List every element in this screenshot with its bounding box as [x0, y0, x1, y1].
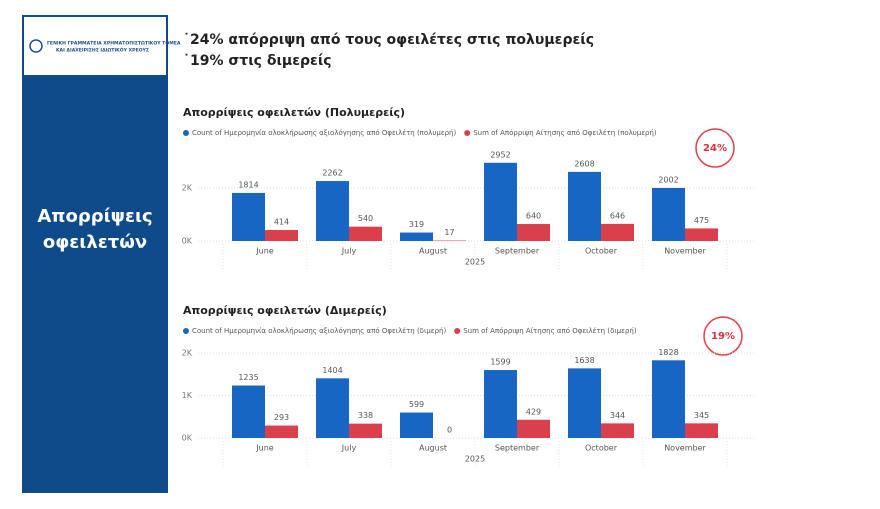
bar [517, 419, 550, 438]
logo-line: ΚΑΙ ΔΙΑΧΕΙΡΙΣΗΣ ΙΔΙΩΤΙΚΟΥ ΧΡΕΟΥΣ [56, 48, 149, 54]
value-label: 640 [526, 212, 541, 221]
bar [568, 171, 601, 241]
bar [232, 385, 265, 438]
value-label: 17 [444, 228, 454, 237]
bar [232, 192, 265, 241]
bar [400, 412, 433, 438]
sidebar-title: Απορρίψεις [37, 206, 152, 227]
legend-label: Count of Ημερομηνία ολοκλήρωσης αξιολόγη… [192, 129, 456, 137]
badge [703, 316, 743, 356]
x-tick-label: June [255, 247, 274, 256]
bar [685, 228, 718, 241]
logo-line: ΓΕΝΙΚΗ ΓΡΑΜΜΑΤΕΙΑ ΧΡΗΜΑΤΟΠΙΣΤΩΤΙΚΟΥ ΤΟΜΕ… [47, 41, 181, 47]
bar [652, 187, 685, 241]
y-tick-label: 0K [182, 237, 193, 246]
value-label: 2002 [658, 175, 678, 184]
x-axis-label: 2025 [465, 258, 485, 267]
x-tick-label: October [585, 444, 618, 453]
bar [685, 423, 718, 438]
value-label: 0 [447, 426, 452, 435]
value-label: 599 [409, 400, 424, 409]
summary-bullet: ˙24% απόρριψη από τους οφειλέτες στις πο… [183, 32, 594, 48]
badge-label: 19% [711, 331, 735, 342]
legend-dot [183, 328, 189, 334]
badge [695, 128, 735, 168]
legend-label: Sum of Απόρριψη Αίτησης από Οφειλέτη (δι… [463, 327, 637, 335]
bar [652, 360, 685, 438]
bar [517, 224, 550, 241]
legend-dot [464, 130, 471, 136]
x-tick-label: September [495, 247, 540, 256]
y-tick-label: 2K [182, 349, 193, 358]
logo-emblem [29, 39, 43, 53]
bar [316, 181, 349, 241]
x-tick-label: November [664, 444, 706, 453]
value-label: 1599 [490, 358, 510, 367]
x-tick-label: November [664, 247, 706, 256]
value-label: 1404 [322, 366, 342, 375]
x-tick-label: August [419, 247, 447, 256]
x-tick-label: August [419, 444, 447, 453]
x-tick-label: September [495, 444, 540, 453]
value-label: 319 [409, 220, 424, 229]
value-label: 2608 [574, 159, 594, 168]
value-label: 1638 [574, 356, 594, 365]
y-tick-label: 2K [182, 184, 193, 193]
bar [265, 230, 298, 241]
y-tick-label: 1K [182, 391, 193, 400]
sidebar-title: οφειλετών [43, 232, 147, 253]
sidebar [22, 15, 168, 493]
bar [484, 370, 517, 438]
value-label: 1828 [658, 348, 678, 357]
y-tick-label: 0K [182, 434, 193, 443]
bar [400, 232, 433, 241]
bar [349, 226, 382, 241]
value-label: 1814 [238, 180, 258, 189]
chart-title: Απορρίψεις οφειλετών (Διμερείς) [183, 304, 387, 317]
bar [601, 423, 634, 438]
bar [601, 223, 634, 241]
value-label: 414 [274, 218, 289, 227]
bar [349, 423, 382, 438]
legend-label: Sum of Απόρριψη Αίτησης από Οφειλέτη (πο… [473, 129, 657, 137]
value-label: 475 [694, 216, 709, 225]
value-label: 344 [610, 411, 625, 420]
value-label: 2952 [490, 150, 510, 159]
legend-dot [183, 130, 189, 136]
value-label: 429 [526, 407, 541, 416]
logo-box [24, 17, 166, 75]
bar [568, 368, 601, 438]
bar [316, 378, 349, 438]
bar [484, 162, 517, 241]
chart-title: Απορρίψεις οφειλετών (Πολυμερείς) [183, 106, 405, 119]
value-label: 540 [358, 214, 373, 223]
x-axis-label: 2025 [465, 455, 485, 464]
value-label: 1235 [238, 373, 258, 382]
value-label: 646 [610, 211, 625, 220]
bar [265, 425, 298, 438]
x-tick-label: July [341, 247, 357, 256]
x-tick-label: October [585, 247, 618, 256]
x-tick-label: July [341, 444, 357, 453]
value-label: 338 [358, 411, 373, 420]
badge-label: 24% [703, 143, 727, 154]
value-label: 2262 [322, 169, 342, 178]
x-tick-label: June [255, 444, 274, 453]
legend-label: Count of Ημερομηνία ολοκλήρωσης αξιολόγη… [192, 327, 446, 335]
value-label: 293 [274, 413, 289, 422]
legend-dot [454, 328, 461, 334]
summary-bullet: ˙19% στις διμερείς [183, 53, 332, 69]
value-label: 345 [694, 411, 709, 420]
